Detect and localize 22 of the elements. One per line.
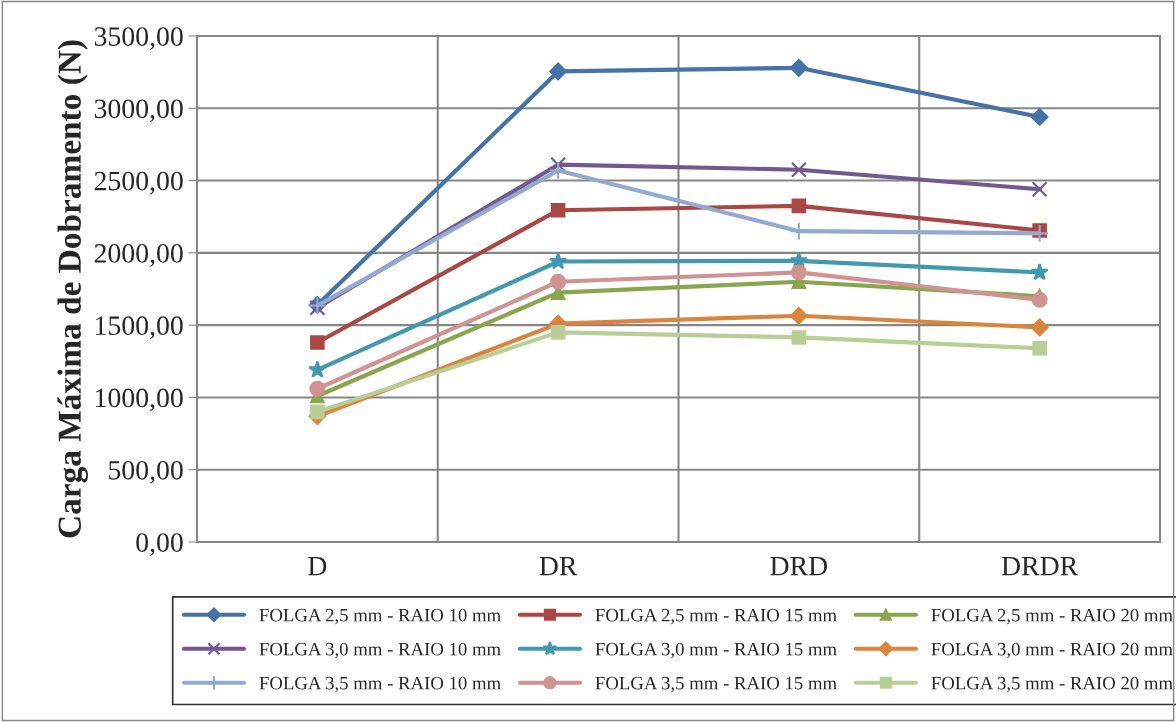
y-axis-title: Carga Máxima de Dobramento (N) (57, 40, 88, 538)
legend-label: FOLGA 2,5 mm - RAIO 10 mm (259, 608, 501, 625)
x-tick-label: D (308, 556, 327, 576)
legend-label: FOLGA 2,5 mm - RAIO 20 mm (931, 608, 1173, 625)
y-tick-label: 1000,00 (95, 388, 183, 412)
y-tick-label: 1500,00 (95, 316, 183, 340)
y-tick-label: 500,00 (109, 460, 183, 484)
legend-label: FOLGA 3,5 mm - RAIO 20 mm (931, 676, 1173, 693)
legend-label: FOLGA 3,0 mm - RAIO 10 mm (259, 642, 501, 659)
legend-label: FOLGA 3,5 mm - RAIO 10 mm (259, 676, 501, 693)
y-tick-label: 3000,00 (94, 99, 183, 123)
legend-label: FOLGA 3,0 mm - RAIO 15 mm (595, 642, 837, 659)
legend-label: FOLGA 2,5 mm - RAIO 15 mm (595, 608, 837, 625)
y-tick-label: 0,00 (136, 533, 183, 556)
legend-label: FOLGA 3,5 mm - RAIO 15 mm (595, 676, 837, 693)
y-tick-label: 2000,00 (94, 244, 183, 267)
x-tick-label: DRD (770, 556, 828, 576)
x-tick-label: DR (539, 556, 578, 576)
y-tick-label: 3500,00 (94, 27, 183, 50)
y-tick-label: 2500,00 (94, 171, 183, 195)
legend-label: FOLGA 3,0 mm - RAIO 20 mm (931, 642, 1173, 659)
x-tick-label: DRDR (1001, 556, 1079, 576)
